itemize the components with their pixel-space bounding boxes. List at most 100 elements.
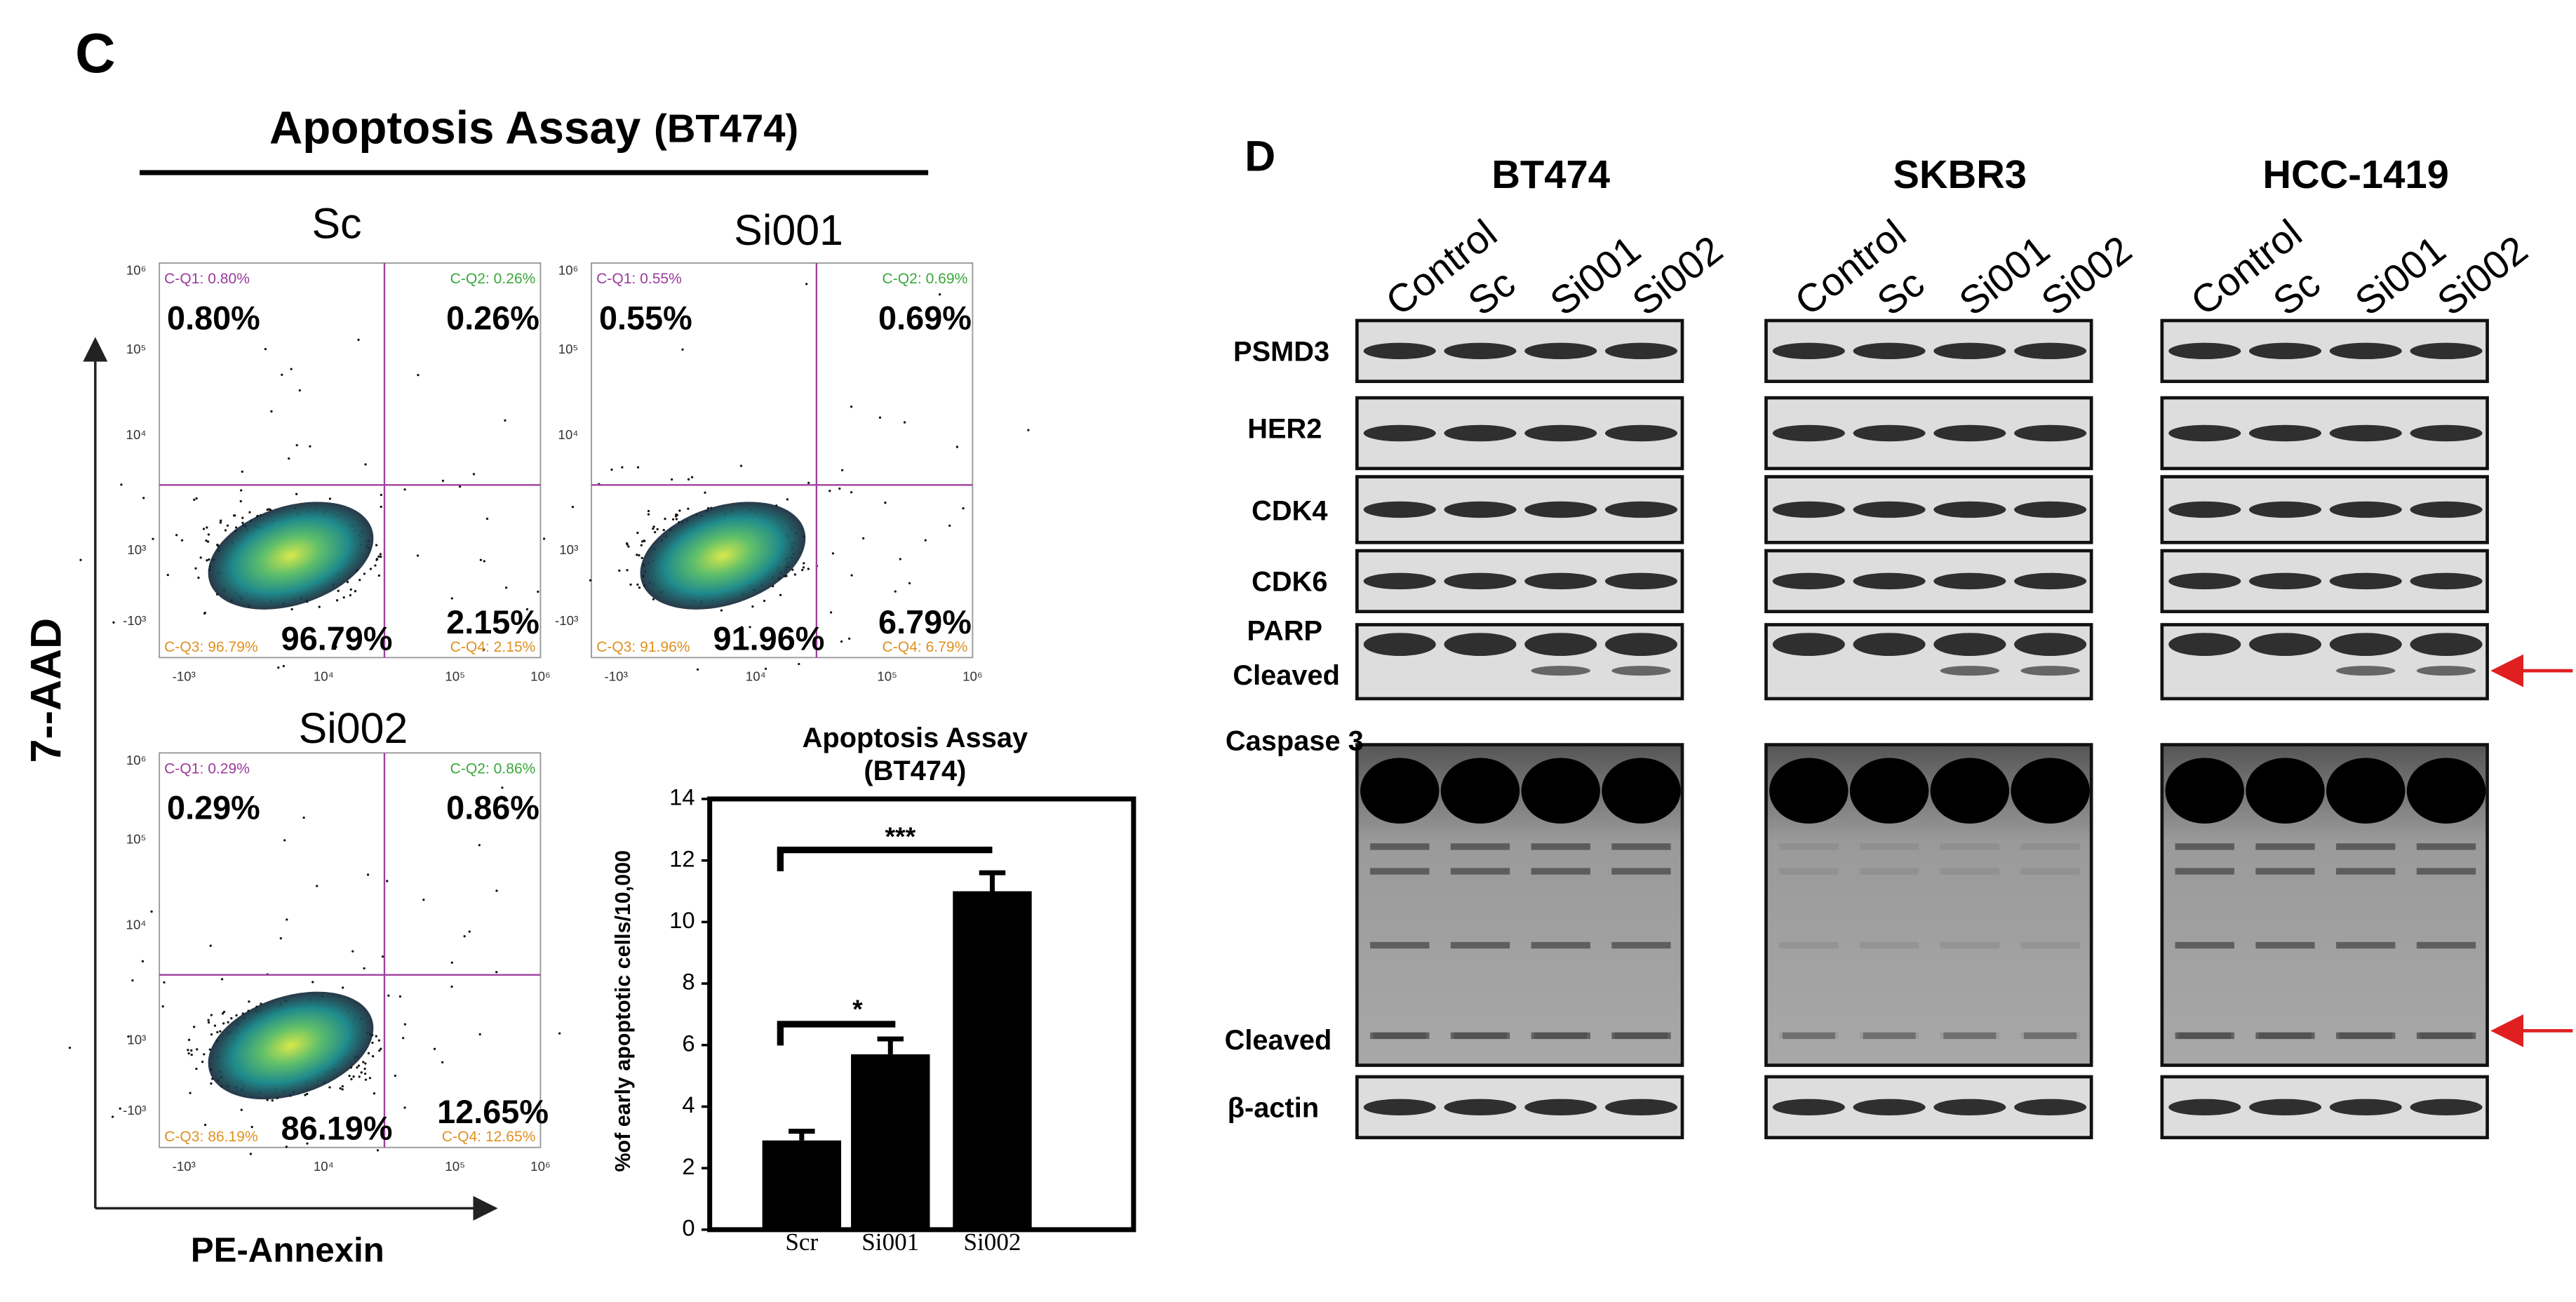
event-dot <box>235 1014 238 1017</box>
event-dot <box>368 1077 372 1080</box>
event-dot <box>348 1074 351 1078</box>
event-dot <box>638 553 640 557</box>
event-dot <box>193 498 196 502</box>
event-dot <box>647 513 650 516</box>
flow-x-tick: 10⁴ <box>314 1159 334 1174</box>
row-label: HER2 <box>1247 413 1322 444</box>
event-dot <box>704 491 706 494</box>
event-dot <box>377 574 381 577</box>
x-tick-label: Si001 <box>861 1228 919 1256</box>
blot-band <box>1531 941 1590 949</box>
blot-band <box>1531 868 1590 875</box>
blot-band <box>2168 424 2241 442</box>
plot-title: Si001 <box>734 206 843 254</box>
blot-band <box>1604 501 1678 518</box>
flow-x-tick: 10⁵ <box>445 669 465 683</box>
event-dot <box>239 499 242 503</box>
event-dot <box>955 445 959 448</box>
blot-band <box>1853 633 1926 657</box>
event-dot <box>807 481 810 485</box>
panel-label: D <box>1245 132 1275 180</box>
blot-band <box>1450 941 1510 949</box>
blot-band <box>1779 941 1839 949</box>
flow-y-tick: 10³ <box>127 542 146 557</box>
event-dot <box>364 1078 368 1081</box>
blot-band <box>2410 424 2483 442</box>
event-dot <box>375 544 378 546</box>
blot-band <box>1853 342 1926 360</box>
blot-band <box>1604 1099 1678 1116</box>
event-dot <box>463 935 466 938</box>
event-dot <box>764 667 767 671</box>
event-dot <box>763 599 766 603</box>
event-dot <box>285 1146 288 1148</box>
event-dot <box>903 421 906 424</box>
blot-band <box>2416 666 2476 676</box>
blot-band <box>2248 1099 2322 1116</box>
event-dot <box>380 555 382 558</box>
event-dot <box>537 590 539 593</box>
lane-label: Si001 <box>2347 227 2453 324</box>
event-dot <box>346 581 349 584</box>
blot-band <box>1363 501 1436 518</box>
event-dot <box>207 1021 210 1024</box>
event-dot <box>840 640 843 643</box>
blot-band <box>1853 424 1926 442</box>
blot-band <box>1940 868 2000 875</box>
blot-band <box>1521 758 1600 824</box>
quadrant-percent: 0.26% <box>446 300 539 336</box>
row-label: PARP <box>1247 616 1322 647</box>
event-dot <box>850 405 853 408</box>
event-dot <box>786 498 789 501</box>
event-dot <box>360 1071 363 1074</box>
flow-y-tick: 10⁵ <box>126 342 147 356</box>
blot-band <box>1444 342 1517 360</box>
event-dot <box>290 368 293 370</box>
event-dot <box>196 1048 199 1051</box>
event-dot <box>751 605 754 608</box>
flow-x-tick: 10⁶ <box>530 669 551 683</box>
blot-band <box>1933 1099 2006 1116</box>
event-dot <box>373 1092 376 1095</box>
row-label: CDK4 <box>1252 496 1327 527</box>
blot-band <box>2168 1099 2241 1116</box>
event-dot <box>647 509 650 513</box>
blot-band <box>1859 941 1919 949</box>
flow-y-tick: 10³ <box>559 542 578 557</box>
y-tick-label: 2 <box>682 1153 695 1179</box>
event-dot <box>779 593 782 596</box>
event-dot <box>394 1074 397 1078</box>
event-dot <box>636 531 639 535</box>
x-axis-label: PE-Annexin <box>191 1231 384 1270</box>
blot-band <box>2329 572 2402 590</box>
event-dot <box>131 979 134 982</box>
blot-band <box>2024 1032 2077 1040</box>
blot-band <box>2329 501 2402 518</box>
event-dot <box>690 476 694 478</box>
event-dot <box>398 995 402 998</box>
blot-band <box>1779 868 1839 875</box>
flow-y-tick: 10⁴ <box>126 917 147 932</box>
y-axis-title: %of early apoptotic cells/10,000 <box>611 850 635 1172</box>
gate-label: C-Q4: 2.15% <box>450 639 536 655</box>
y-tick-label: 6 <box>682 1030 695 1056</box>
blot-band <box>2020 843 2080 850</box>
flow-y-tick: 10⁶ <box>558 263 579 278</box>
blot-band <box>2255 868 2315 875</box>
y-axis-label: 7--AAD <box>22 618 69 763</box>
event-dot <box>150 910 153 913</box>
event-dot <box>479 558 483 561</box>
event-dot <box>618 569 621 572</box>
blot-band <box>1454 1032 1507 1040</box>
event-dot <box>209 944 212 947</box>
event-dot <box>675 518 678 521</box>
quadrant-percent: 91.96% <box>713 620 825 657</box>
event-dot <box>354 590 357 593</box>
event-dot <box>298 389 301 392</box>
event-dot <box>203 1123 207 1127</box>
event-dot <box>656 528 659 531</box>
flow-y-tick: 10⁶ <box>126 753 147 767</box>
event-dot <box>638 586 641 589</box>
event-dot <box>241 470 243 473</box>
event-dot <box>270 410 273 413</box>
